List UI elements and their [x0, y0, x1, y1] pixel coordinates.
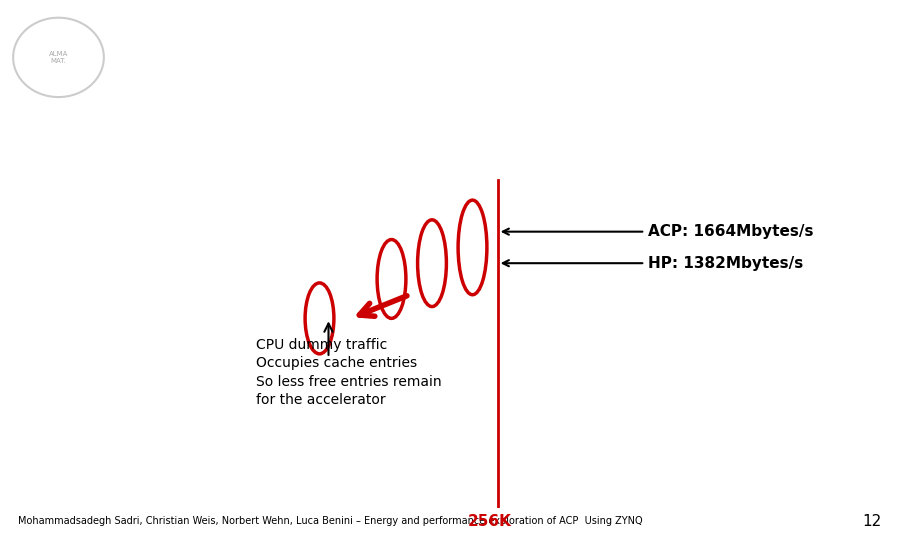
Text: 12: 12	[863, 514, 882, 529]
Text: CPU dummy traffic
Occupies cache entries
So less free entries remain
for the acc: CPU dummy traffic Occupies cache entries…	[256, 338, 442, 407]
Text: ALMA
MAT.: ALMA MAT.	[49, 51, 68, 64]
Text: Mohammadsadegh Sadri, Christian Weis, Norbert Wehn, Luca Benini – Energy and per: Mohammadsadegh Sadri, Christian Weis, No…	[18, 516, 643, 526]
Text: HP: 1382Mbytes/s: HP: 1382Mbytes/s	[503, 256, 803, 271]
Text: Dummy Traffic Effect: Dummy Traffic Effect	[130, 33, 558, 68]
Text: ACP: 1664Mbytes/s: ACP: 1664Mbytes/s	[503, 224, 814, 239]
Text: 256K: 256K	[468, 514, 512, 529]
